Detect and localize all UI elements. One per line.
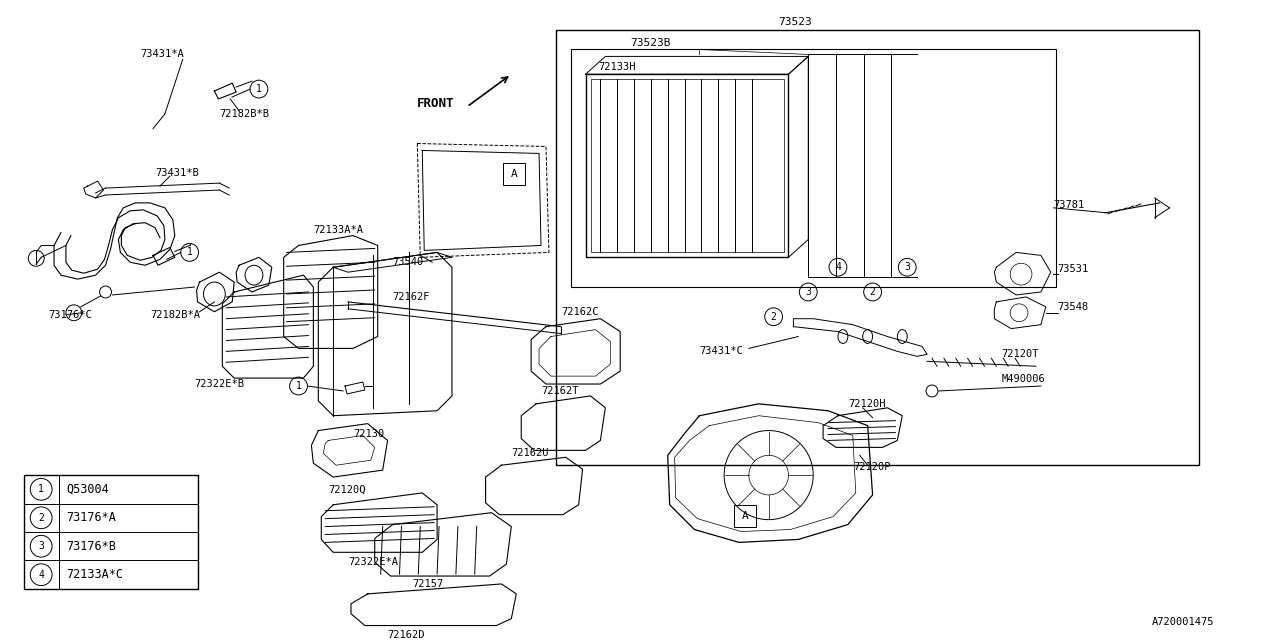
Text: 72162C: 72162C — [561, 307, 598, 317]
Text: 73176*B: 73176*B — [67, 540, 115, 553]
Text: 73431*A: 73431*A — [141, 49, 184, 60]
Text: 72130: 72130 — [353, 429, 384, 438]
Text: 72322E*B: 72322E*B — [195, 379, 244, 389]
Text: A: A — [741, 511, 749, 521]
Text: 2: 2 — [869, 287, 876, 297]
Text: 72162F: 72162F — [393, 292, 430, 302]
Text: 1: 1 — [296, 381, 302, 391]
Text: 73523B: 73523B — [630, 38, 671, 47]
Bar — [556, 29, 1199, 465]
Bar — [585, 74, 788, 257]
Text: 73540: 73540 — [393, 257, 424, 268]
Text: 72162U: 72162U — [511, 448, 549, 458]
Text: 72322E*A: 72322E*A — [348, 557, 398, 567]
Text: 73548: 73548 — [1057, 302, 1089, 312]
Text: M490006: M490006 — [1001, 374, 1044, 384]
Text: 73523: 73523 — [778, 17, 813, 27]
Bar — [733, 505, 755, 527]
Text: 73176*C: 73176*C — [49, 310, 92, 320]
Text: 73531: 73531 — [1057, 264, 1089, 274]
Text: 1: 1 — [38, 484, 44, 494]
Bar — [590, 79, 783, 252]
Bar — [24, 475, 197, 589]
Text: 72182B*A: 72182B*A — [150, 310, 200, 320]
Text: 73431*C: 73431*C — [699, 346, 744, 356]
Bar — [571, 49, 1056, 287]
Text: 73781: 73781 — [1053, 200, 1085, 210]
Text: 72157: 72157 — [412, 579, 444, 589]
Text: Q53004: Q53004 — [67, 483, 109, 496]
Text: 2: 2 — [38, 513, 44, 523]
Text: 3: 3 — [805, 287, 812, 297]
Text: 72133A*A: 72133A*A — [314, 225, 364, 235]
Text: 73431*B: 73431*B — [155, 168, 198, 178]
Text: 1: 1 — [187, 248, 192, 257]
Text: 2: 2 — [771, 312, 777, 322]
Text: A: A — [511, 169, 517, 179]
Text: 3: 3 — [38, 541, 44, 551]
Bar — [503, 163, 525, 185]
Text: 1: 1 — [256, 84, 262, 94]
Text: 72133A*C: 72133A*C — [67, 568, 123, 581]
Text: 72120P: 72120P — [852, 462, 891, 472]
Text: 3: 3 — [904, 262, 910, 272]
Text: 72162T: 72162T — [541, 386, 579, 396]
Text: 72182B*B: 72182B*B — [219, 109, 269, 119]
Text: 4: 4 — [835, 262, 841, 272]
Text: 73176*A: 73176*A — [67, 511, 115, 524]
Text: 72120Q: 72120Q — [328, 485, 366, 495]
Text: 4: 4 — [38, 570, 44, 580]
Text: 72162D: 72162D — [388, 630, 425, 640]
Text: FRONT: FRONT — [417, 97, 454, 111]
Text: 72120T: 72120T — [1001, 349, 1039, 359]
Text: 72120H: 72120H — [847, 399, 886, 409]
Text: A720001475: A720001475 — [1152, 616, 1213, 627]
Text: 72133H: 72133H — [599, 62, 636, 72]
